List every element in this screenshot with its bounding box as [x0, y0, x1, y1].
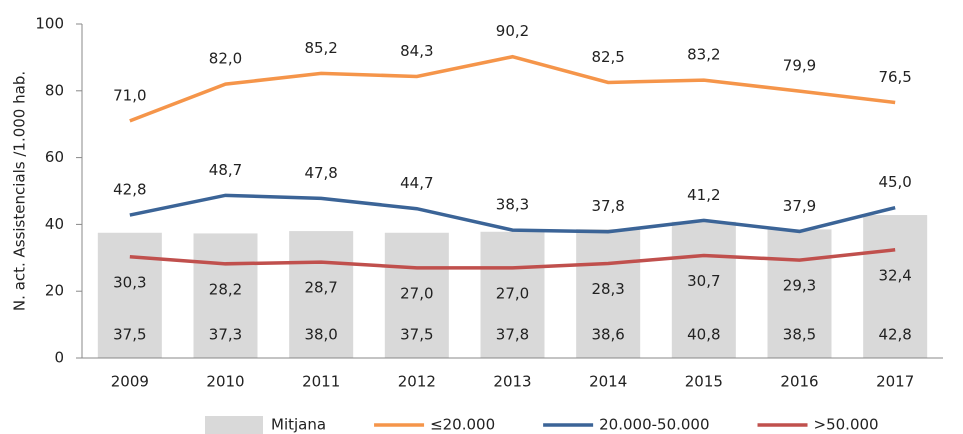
line-value-label: 84,3 [400, 42, 433, 60]
bar-value-label: 40,8 [687, 326, 720, 344]
line-value-label: 45,0 [878, 173, 911, 191]
line-series [129, 54, 896, 123]
legend-label: >50.000 [814, 416, 879, 434]
y-tick-label: 80 [45, 81, 64, 99]
x-tick-label: 2015 [685, 373, 723, 391]
line-value-label: 76,5 [878, 68, 911, 86]
x-tick-label: 2016 [780, 373, 818, 391]
legend-swatch [205, 416, 263, 434]
line-value-label: 90,2 [496, 22, 529, 40]
x-tick-label: 2012 [398, 373, 436, 391]
line-value-label: 42,8 [113, 181, 146, 199]
x-tick-label: 2014 [589, 373, 627, 391]
bar [671, 221, 736, 358]
y-tick-label: 100 [35, 15, 64, 33]
bar-value-label: 37,5 [400, 326, 433, 344]
line-value-label: 71,0 [113, 86, 146, 104]
bar [97, 232, 162, 358]
bar [384, 232, 449, 358]
line-value-label: 37,9 [783, 197, 816, 215]
bar-value-label: 38,6 [591, 326, 624, 344]
bar-value-label: 37,3 [209, 326, 242, 344]
y-axis-label: N. act. Assistencials /1.000 hab. [11, 71, 29, 311]
bar [863, 215, 928, 358]
line-series [129, 193, 896, 234]
line-value-label: 48,7 [209, 161, 242, 179]
line-value-label: 28,7 [304, 279, 337, 297]
line-value-label: 30,7 [687, 272, 720, 290]
bar [767, 229, 832, 358]
line-value-label: 44,7 [400, 174, 433, 192]
line-value-label: 83,2 [687, 46, 720, 64]
y-tick-label: 60 [45, 148, 64, 166]
line-value-label: 28,2 [209, 280, 242, 298]
line-value-label: 82,0 [209, 50, 242, 68]
line-value-label: 30,3 [113, 273, 146, 291]
line-value-label: 32,4 [878, 266, 911, 284]
bar-value-label: 38,5 [783, 326, 816, 344]
line-value-label: 28,3 [591, 280, 624, 298]
x-tick-label: 2017 [876, 373, 914, 391]
y-tick-label: 40 [45, 215, 64, 233]
x-tick-label: 2011 [302, 373, 340, 391]
line-value-label: 27,0 [496, 284, 529, 302]
legend-label: 20.000-50.000 [599, 416, 709, 434]
line-value-label: 85,2 [304, 39, 337, 57]
y-tick-label: 20 [45, 282, 64, 300]
legend-label: Mitjana [271, 416, 326, 434]
legend-label: ≤20.000 [430, 416, 495, 434]
bar [576, 229, 641, 358]
line-value-label: 79,9 [783, 57, 816, 75]
x-tick-label: 2010 [206, 373, 244, 391]
x-tick-label: 2013 [493, 373, 531, 391]
x-tick-label: 2009 [111, 373, 149, 391]
line-value-label: 29,3 [783, 277, 816, 295]
bar-value-label: 37,8 [496, 326, 529, 344]
line-value-label: 47,8 [304, 164, 337, 182]
line-value-label: 41,2 [687, 186, 720, 204]
bar [289, 231, 354, 358]
bar [193, 233, 258, 358]
line-value-label: 82,5 [591, 48, 624, 66]
bar [480, 231, 545, 358]
y-tick-label: 0 [54, 349, 64, 367]
bar-value-label: 37,5 [113, 326, 146, 344]
bar-value-label: 38,0 [304, 326, 337, 344]
line-value-label: 38,3 [496, 196, 529, 214]
line-value-label: 37,8 [591, 197, 624, 215]
line-value-label: 27,0 [400, 284, 433, 302]
line-series [129, 248, 896, 270]
bar-value-label: 42,8 [878, 326, 911, 344]
